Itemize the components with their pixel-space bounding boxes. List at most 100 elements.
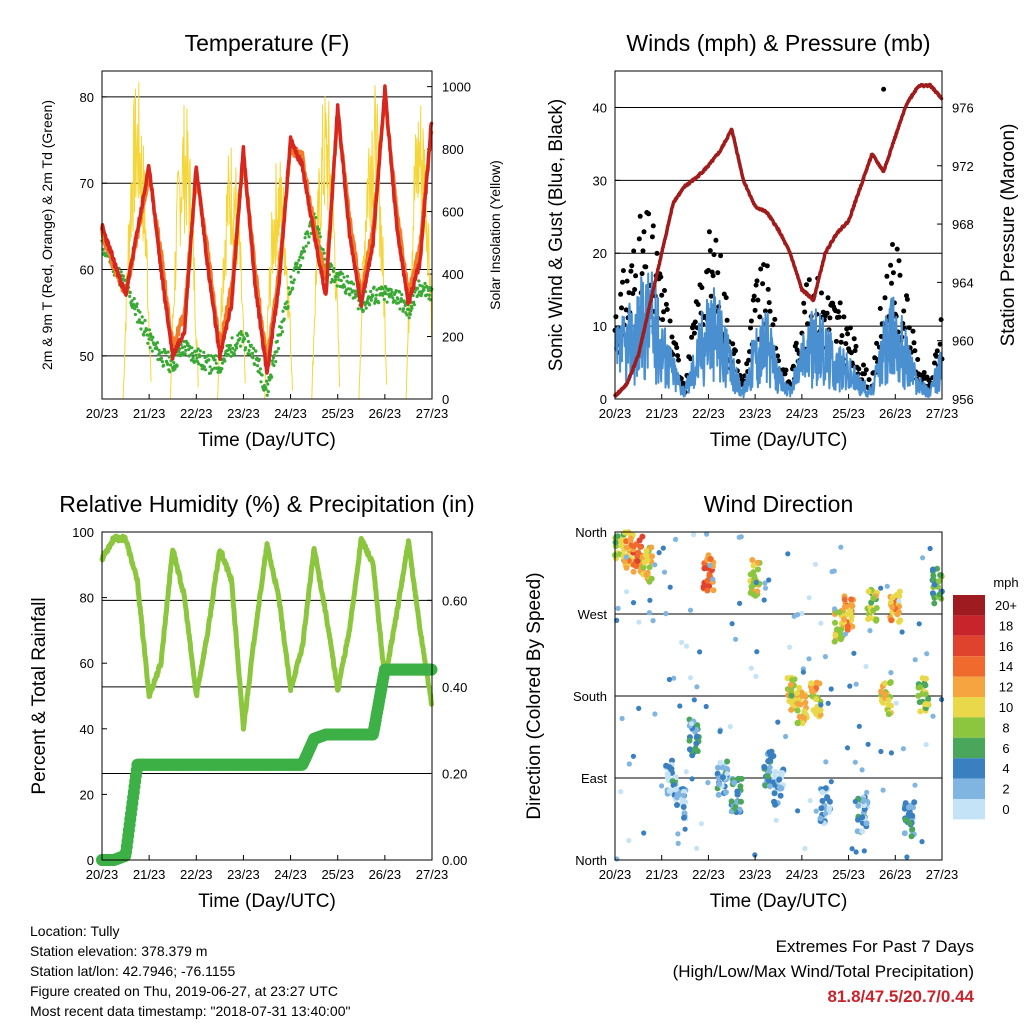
direction-point (828, 779, 834, 785)
gust-point (911, 340, 917, 346)
direction-point (880, 787, 886, 793)
dewpoint-point (184, 348, 188, 352)
direction-point (728, 798, 735, 805)
direction-point (639, 533, 646, 540)
direction-point (689, 721, 695, 727)
insolation-line (264, 161, 293, 400)
dewpoint-point (149, 332, 153, 336)
direction-point (818, 620, 824, 626)
dewpoint-point (287, 286, 291, 290)
direction-point (837, 635, 844, 641)
gust-point (839, 333, 845, 339)
dewpoint-point (148, 346, 152, 350)
direction-point (704, 577, 711, 584)
dewpoint-point (391, 296, 395, 300)
direction-point (888, 670, 894, 676)
dewpoint-point (190, 346, 194, 350)
dewpoint-point (195, 356, 199, 360)
dewpoint-point (168, 363, 173, 367)
winds-xtick-label: 21/23 (645, 406, 678, 421)
direction-point (623, 554, 629, 560)
direction-point (750, 562, 757, 569)
direction-point (691, 532, 697, 538)
dewpoint-point (155, 341, 159, 345)
direction-point (799, 720, 806, 727)
dewpoint-point (238, 337, 242, 341)
direction-point (619, 715, 625, 722)
gust-point (613, 314, 619, 320)
direction-point (923, 741, 929, 748)
dewpoint-point (252, 346, 256, 350)
direction-point (859, 767, 865, 773)
dewpoint-point (343, 285, 347, 289)
direction-point (614, 533, 621, 540)
gust-point (711, 252, 717, 258)
direction-point (707, 556, 714, 562)
legend-label: 14 (999, 659, 1013, 674)
direction-point (896, 598, 902, 604)
dewpoint-point (235, 346, 239, 350)
gust-point (910, 328, 916, 334)
direction-point (912, 782, 918, 788)
direction-point (755, 566, 761, 573)
dewpoint-point (250, 351, 255, 355)
direction-point (650, 618, 656, 624)
humidity-line (99, 533, 434, 732)
direction-point (861, 848, 867, 854)
dewpoint-point (410, 306, 414, 310)
direction-point (802, 845, 808, 852)
dewpoint-point (282, 317, 286, 321)
temperature-ytick-right-label: 600 (442, 205, 464, 220)
dewpoint-point (279, 326, 283, 330)
direction-point (689, 776, 695, 782)
dewpoint-point (135, 302, 139, 306)
direction-point (794, 720, 801, 727)
gust-point (641, 229, 647, 235)
humidity-ytick-right-label: 0.40 (442, 680, 467, 695)
dewpoint-point (232, 352, 236, 356)
humidity-ytick-right-label: 0.60 (442, 593, 467, 608)
dewpoint-point (302, 249, 307, 253)
gust-point (632, 287, 638, 292)
direction-point (878, 688, 885, 695)
direction-point (882, 680, 889, 687)
temperature-title: Temperature (F) (185, 30, 350, 56)
dewpoint-point (186, 342, 190, 346)
dewpoint-point (409, 309, 413, 313)
dewpoint-point (344, 291, 348, 295)
direction-point (675, 831, 681, 837)
dewpoint-point (281, 309, 285, 313)
humidity-xtick-label: 26/23 (369, 867, 402, 882)
dewpoint-point (244, 346, 248, 350)
gust-point (713, 237, 719, 243)
legend-label: 10 (999, 700, 1013, 715)
dewpoint-point (416, 293, 420, 297)
gust-point (660, 317, 666, 323)
direction-point (652, 711, 658, 717)
gust-point (623, 307, 629, 313)
direction-point (848, 613, 855, 620)
legend-label: 8 (1002, 720, 1009, 735)
direction-point (870, 607, 877, 614)
dewpoint-point (119, 270, 123, 274)
dewpoint-point (331, 269, 335, 273)
direction-point (832, 606, 838, 612)
dewpoint-point (253, 362, 257, 367)
dewpoint-point (396, 301, 400, 305)
dewpoint-point (160, 350, 164, 354)
direction-point (724, 771, 730, 777)
gust-point (754, 278, 760, 284)
direction-point (788, 692, 795, 699)
direction-point (767, 764, 773, 771)
dewpoint-point (339, 279, 343, 283)
dewpoint-point (381, 287, 385, 291)
gust-point (750, 297, 756, 303)
gust-point (848, 350, 854, 356)
gust-point (735, 359, 741, 364)
direction-xtick-label: 26/23 (879, 867, 912, 882)
gust-point (751, 293, 757, 299)
humidity-ytick-right-label: 0.20 (442, 766, 467, 781)
direction-point (640, 564, 647, 571)
gust-point (775, 353, 781, 359)
